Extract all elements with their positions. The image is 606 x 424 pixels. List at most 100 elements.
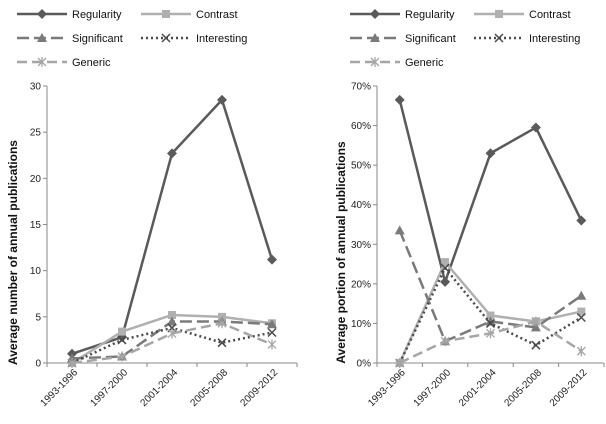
- y-tick-label: 15: [30, 220, 42, 231]
- legend-item: Contrast: [141, 9, 238, 21]
- x-tick-label: 1993-1996: [366, 367, 408, 409]
- legend-item: Contrast: [474, 9, 571, 21]
- x-tick-label: 1997-2000: [412, 367, 454, 409]
- data-point: [530, 322, 541, 332]
- y-tick-label: 20%: [351, 279, 371, 290]
- data-point: [440, 263, 450, 273]
- data-point: [67, 358, 77, 368]
- legend-label: Interesting: [196, 33, 247, 45]
- data-point: [217, 338, 227, 348]
- legend-marker: [162, 10, 170, 18]
- data-point: [485, 318, 496, 328]
- legend-label: Regularity: [405, 9, 455, 21]
- x-tick-label: 2009-2012: [548, 367, 590, 409]
- data-point: [267, 339, 277, 350]
- legend-label: Significant: [72, 33, 123, 45]
- legend-item: Interesting: [141, 33, 247, 45]
- series-generic: [395, 316, 586, 368]
- data-point: [576, 290, 587, 300]
- y-tick-label: 10%: [351, 319, 371, 330]
- legend-label: Contrast: [196, 9, 238, 21]
- data-point: [486, 311, 495, 320]
- series-significant: [67, 316, 277, 363]
- chart-panel-2: Regularity Contrast Significant Interesting…: [334, 9, 605, 409]
- data-point: [486, 328, 495, 339]
- data-point: [217, 94, 227, 105]
- legend-label: Regularity: [72, 9, 122, 21]
- legend-item: Regularity: [350, 9, 455, 21]
- y-tick-label: 30: [30, 82, 42, 93]
- data-point: [117, 351, 127, 362]
- legend-item: Regularity: [17, 9, 122, 21]
- data-point: [531, 340, 541, 350]
- series-regularity: [394, 94, 587, 287]
- data-point: [530, 122, 541, 133]
- y-tick-label: 70%: [351, 82, 371, 93]
- data-point: [118, 327, 126, 336]
- y-tick-label: 20: [30, 174, 42, 185]
- legend-marker: [37, 33, 47, 42]
- y-tick-label: 50%: [351, 161, 371, 172]
- y-tick-label: 0: [35, 359, 41, 370]
- data-point: [267, 254, 277, 265]
- legend-item: Significant: [350, 33, 456, 45]
- x-tick-label: 2005-2008: [189, 367, 231, 409]
- data-point: [267, 319, 277, 329]
- data-point: [576, 346, 586, 357]
- legend-item: Generic: [17, 57, 111, 69]
- chart-panel-1: Regularity Contrast Significant Interesting…: [6, 9, 298, 409]
- legend-item: Interesting: [474, 33, 580, 45]
- legend-marker: [495, 10, 503, 18]
- legend-marker: [37, 9, 47, 19]
- data-point: [167, 148, 177, 159]
- y-tick-label: 30%: [351, 240, 371, 251]
- series-line: [398, 229, 583, 343]
- y-tick-label: 60%: [351, 121, 371, 132]
- legend: Regularity Contrast Significant Interesting…: [350, 9, 580, 69]
- x-tick-label: 2009-2012: [239, 367, 281, 409]
- y-tick-label: 40%: [351, 200, 371, 211]
- x-tick-label: 2005-2008: [502, 367, 544, 409]
- data-point: [394, 94, 405, 105]
- legend: Regularity Contrast Significant Interesting…: [17, 9, 247, 69]
- series-line: [398, 99, 583, 284]
- y-tick-label: 5: [35, 312, 41, 323]
- series-line: [399, 320, 582, 365]
- data-point: [168, 310, 176, 319]
- x-tick-label: 1993-1996: [39, 367, 81, 409]
- legend-marker: [161, 33, 171, 43]
- legend-marker: [370, 9, 380, 19]
- x-tick-label: 2001-2004: [457, 367, 499, 409]
- data-point: [440, 276, 451, 287]
- legend-label: Generic: [405, 57, 444, 69]
- data-point: [485, 148, 496, 159]
- data-point: [576, 215, 587, 226]
- data-point: [167, 328, 177, 339]
- legend-label: Interesting: [529, 33, 580, 45]
- legend-marker: [370, 57, 380, 67]
- legend-marker: [370, 33, 380, 42]
- legend-item: Generic: [350, 57, 444, 69]
- data-point: [576, 312, 586, 323]
- legend-item: Significant: [17, 33, 123, 45]
- series-significant: [394, 225, 587, 346]
- legend-label: Generic: [72, 57, 111, 69]
- x-tick-label: 2001-2004: [139, 367, 181, 409]
- data-point: [441, 258, 450, 267]
- x-tick-label: 1997-2000: [89, 367, 131, 409]
- data-point: [531, 316, 541, 327]
- y-tick-label: 25: [30, 128, 42, 139]
- data-point: [217, 318, 227, 329]
- y-tick-label: 0%: [357, 359, 372, 370]
- data-point: [167, 316, 177, 326]
- series-generic: [67, 318, 277, 368]
- legend-marker: [37, 57, 47, 67]
- y-tick-label: 10: [30, 266, 42, 277]
- data-point: [485, 316, 496, 326]
- legend-label: Significant: [405, 33, 456, 45]
- legend-marker: [494, 33, 504, 43]
- legend-label: Contrast: [529, 9, 571, 21]
- y-axis-label: Average number of annual publications: [6, 140, 20, 365]
- data-point: [117, 335, 127, 345]
